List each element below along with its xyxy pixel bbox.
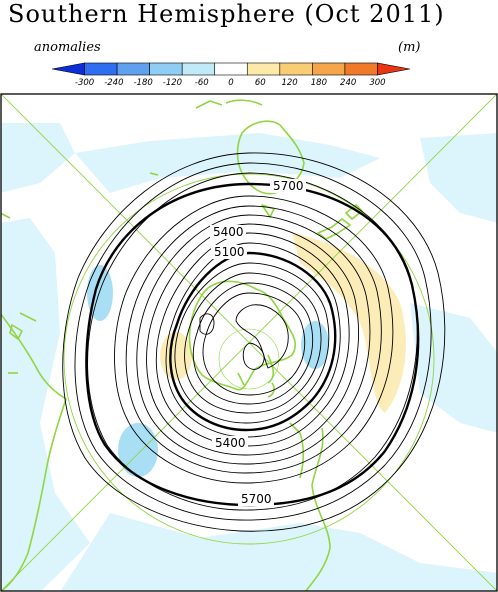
colorbar-box [149,62,183,76]
unit-label: (m) [398,40,421,55]
colorbar-tick-labels: -300 -240 -180 -120 -60 0 60 120 180 240 300 [75,78,386,88]
coastlines [1,99,363,591]
colorbar-tick-label: -180 [133,78,152,88]
map-title: Southern Hemisphere (Oct 2011) [8,0,445,28]
colorbar-box [116,62,150,76]
colorbar-tick-label: 0 [228,78,233,88]
graticule [1,94,497,591]
map-frame [0,93,498,592]
polar-map: 5700 5400 5100 5400 5700 [0,93,498,592]
contour-label-bottom-middle: 5400 [215,436,246,450]
colorbar-box [84,62,118,76]
colorbar-tick-label: -60 [195,78,209,88]
colorbar-tick-label: -300 [75,78,94,88]
colorbar-box-min [51,62,85,76]
colorbar-boxes [51,62,411,76]
colorbar-tick-label: 180 [311,78,327,88]
contour-label-top-outer: 5700 [273,179,304,193]
contour-label-inner: 5100 [214,245,245,259]
contour-label-top-middle: 5400 [213,225,244,239]
colorbar-tick-label: 120 [281,78,297,88]
colorbar-tick-label: 60 [255,78,266,88]
colorbar: -300 -240 -180 -120 -60 0 60 120 180 240 300 [51,62,411,88]
colorbar-box [312,62,346,76]
colorbar-box [344,62,378,76]
anomalies-label: anomalies [34,40,101,55]
colorbar-box [214,62,248,76]
colorbar-tick-label: 240 [340,78,356,88]
colorbar-tick-label: 300 [369,78,385,88]
contour-labels: 5700 5400 5100 5400 5700 [210,179,306,506]
colorbar-box [279,62,313,76]
colorbar-box [181,62,216,76]
negative-anomaly-shading [1,123,497,591]
colorbar-box-max [377,62,411,76]
colorbar-tick-label: -120 [163,78,182,88]
contour-label-bottom-outer: 5700 [241,492,272,506]
colorbar-box [246,62,281,76]
colorbar-tick-label: -240 [104,78,123,88]
